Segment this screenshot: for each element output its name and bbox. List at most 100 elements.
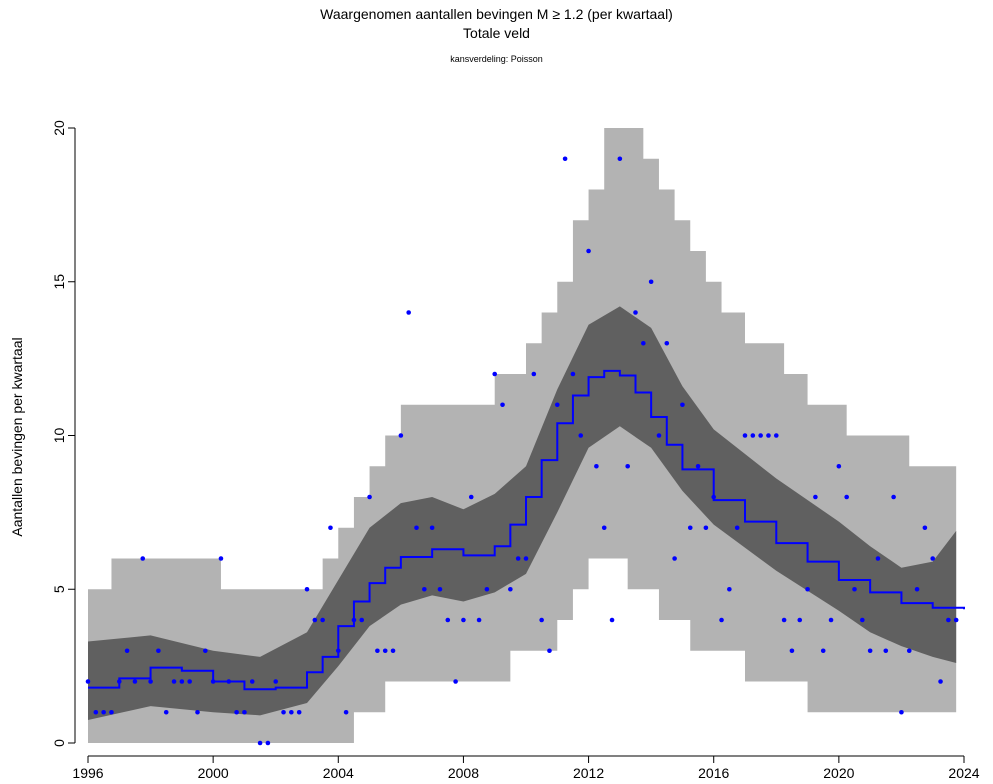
- x-tick-label: 1996: [72, 765, 103, 781]
- observed-point: [249, 679, 255, 684]
- observed-point: [719, 617, 724, 623]
- observed-point: [539, 617, 544, 623]
- observed-point: [116, 679, 122, 684]
- observed-point: [711, 494, 717, 500]
- observed-point: [437, 586, 443, 592]
- observed-point: [422, 586, 427, 592]
- observed-point: [860, 617, 865, 623]
- y-axis-label: Aantallen bevingen per kwartaal: [9, 337, 25, 536]
- observed-point: [594, 463, 599, 469]
- observed-point: [938, 679, 943, 684]
- x-tick-label: 2004: [323, 765, 354, 781]
- observed-point: [852, 586, 857, 592]
- inner-confidence-band: [88, 306, 957, 720]
- observed-point: [163, 709, 169, 715]
- observed-point: [742, 433, 748, 438]
- observed-point: [265, 740, 271, 746]
- observed-point: [844, 494, 849, 500]
- x-tick-label: 2008: [448, 765, 479, 781]
- observed-point: [922, 525, 928, 531]
- outer-confidence-band: [88, 128, 957, 743]
- observed-point: [124, 648, 130, 654]
- observed-point: [727, 586, 732, 592]
- observed-point: [93, 709, 99, 715]
- observed-point: [281, 709, 286, 715]
- observed-point: [328, 525, 333, 531]
- observed-point: [914, 586, 920, 592]
- observed-point: [320, 617, 325, 623]
- observed-point: [101, 709, 106, 715]
- observed-point: [476, 617, 482, 623]
- observed-point: [195, 709, 200, 715]
- observed-point: [351, 617, 357, 623]
- observed-point: [429, 525, 435, 531]
- y-tick-label: 15: [51, 274, 67, 290]
- observed-point: [899, 709, 904, 715]
- chart-subtitle: Totale veld: [463, 25, 530, 41]
- observed-point: [930, 556, 936, 561]
- observed-point: [641, 340, 646, 346]
- observed-point: [406, 310, 411, 315]
- observed-point: [672, 556, 677, 561]
- observed-points-layer: [85, 156, 959, 746]
- observed-point: [875, 556, 881, 561]
- observed-point: [734, 525, 740, 531]
- observed-point: [140, 556, 146, 561]
- observed-point: [203, 648, 208, 654]
- x-tick-label: 2020: [823, 765, 854, 781]
- observed-point: [750, 433, 756, 438]
- observed-point: [156, 648, 161, 654]
- observed-point: [554, 402, 560, 408]
- observed-point: [946, 617, 951, 623]
- observed-point: [633, 310, 638, 315]
- observed-point: [148, 679, 153, 684]
- observed-point: [242, 709, 247, 715]
- y-tick-label: 5: [51, 585, 67, 593]
- outer-band-layer: [88, 128, 957, 743]
- x-tick-label: 2024: [948, 765, 979, 781]
- observed-point: [773, 433, 779, 438]
- observed-point: [132, 679, 138, 684]
- observed-point: [836, 463, 842, 469]
- observed-point: [484, 586, 490, 592]
- observed-point: [891, 494, 896, 500]
- observed-point: [828, 617, 834, 623]
- observed-point: [85, 679, 91, 684]
- observed-point: [766, 433, 771, 438]
- observed-point: [648, 279, 654, 285]
- x-tick-label: 2000: [198, 765, 229, 781]
- y-tick-label: 10: [51, 428, 67, 444]
- observed-point: [789, 648, 795, 654]
- observed-point: [382, 648, 388, 654]
- observed-point: [367, 494, 372, 500]
- chart-note: kansverdeling: Poisson: [450, 54, 543, 64]
- observed-point: [273, 679, 279, 684]
- observed-point: [609, 617, 615, 623]
- observed-point: [218, 556, 224, 561]
- observed-point: [680, 402, 685, 408]
- observed-point: [289, 709, 294, 715]
- observed-point: [171, 679, 177, 684]
- observed-point: [461, 617, 466, 623]
- inner-band-layer: [88, 306, 957, 720]
- observed-point: [468, 494, 474, 500]
- observed-point: [578, 433, 584, 438]
- observed-point: [304, 586, 310, 592]
- observed-point: [867, 648, 873, 654]
- observed-point: [781, 617, 787, 623]
- observed-point: [703, 525, 709, 531]
- observed-point: [234, 709, 239, 715]
- observed-point: [445, 617, 451, 623]
- chart-title: Waargenomen aantallen bevingen M ≥ 1.2 (…: [320, 6, 673, 22]
- observed-point: [625, 463, 630, 469]
- y-tick-label: 0: [51, 739, 67, 747]
- observed-point: [492, 371, 498, 377]
- observed-point: [390, 648, 396, 654]
- observed-point: [656, 433, 662, 438]
- observed-point: [179, 679, 185, 684]
- observed-point: [296, 709, 302, 715]
- observed-point: [953, 617, 959, 623]
- observed-point: [210, 679, 216, 684]
- observed-point: [906, 648, 912, 654]
